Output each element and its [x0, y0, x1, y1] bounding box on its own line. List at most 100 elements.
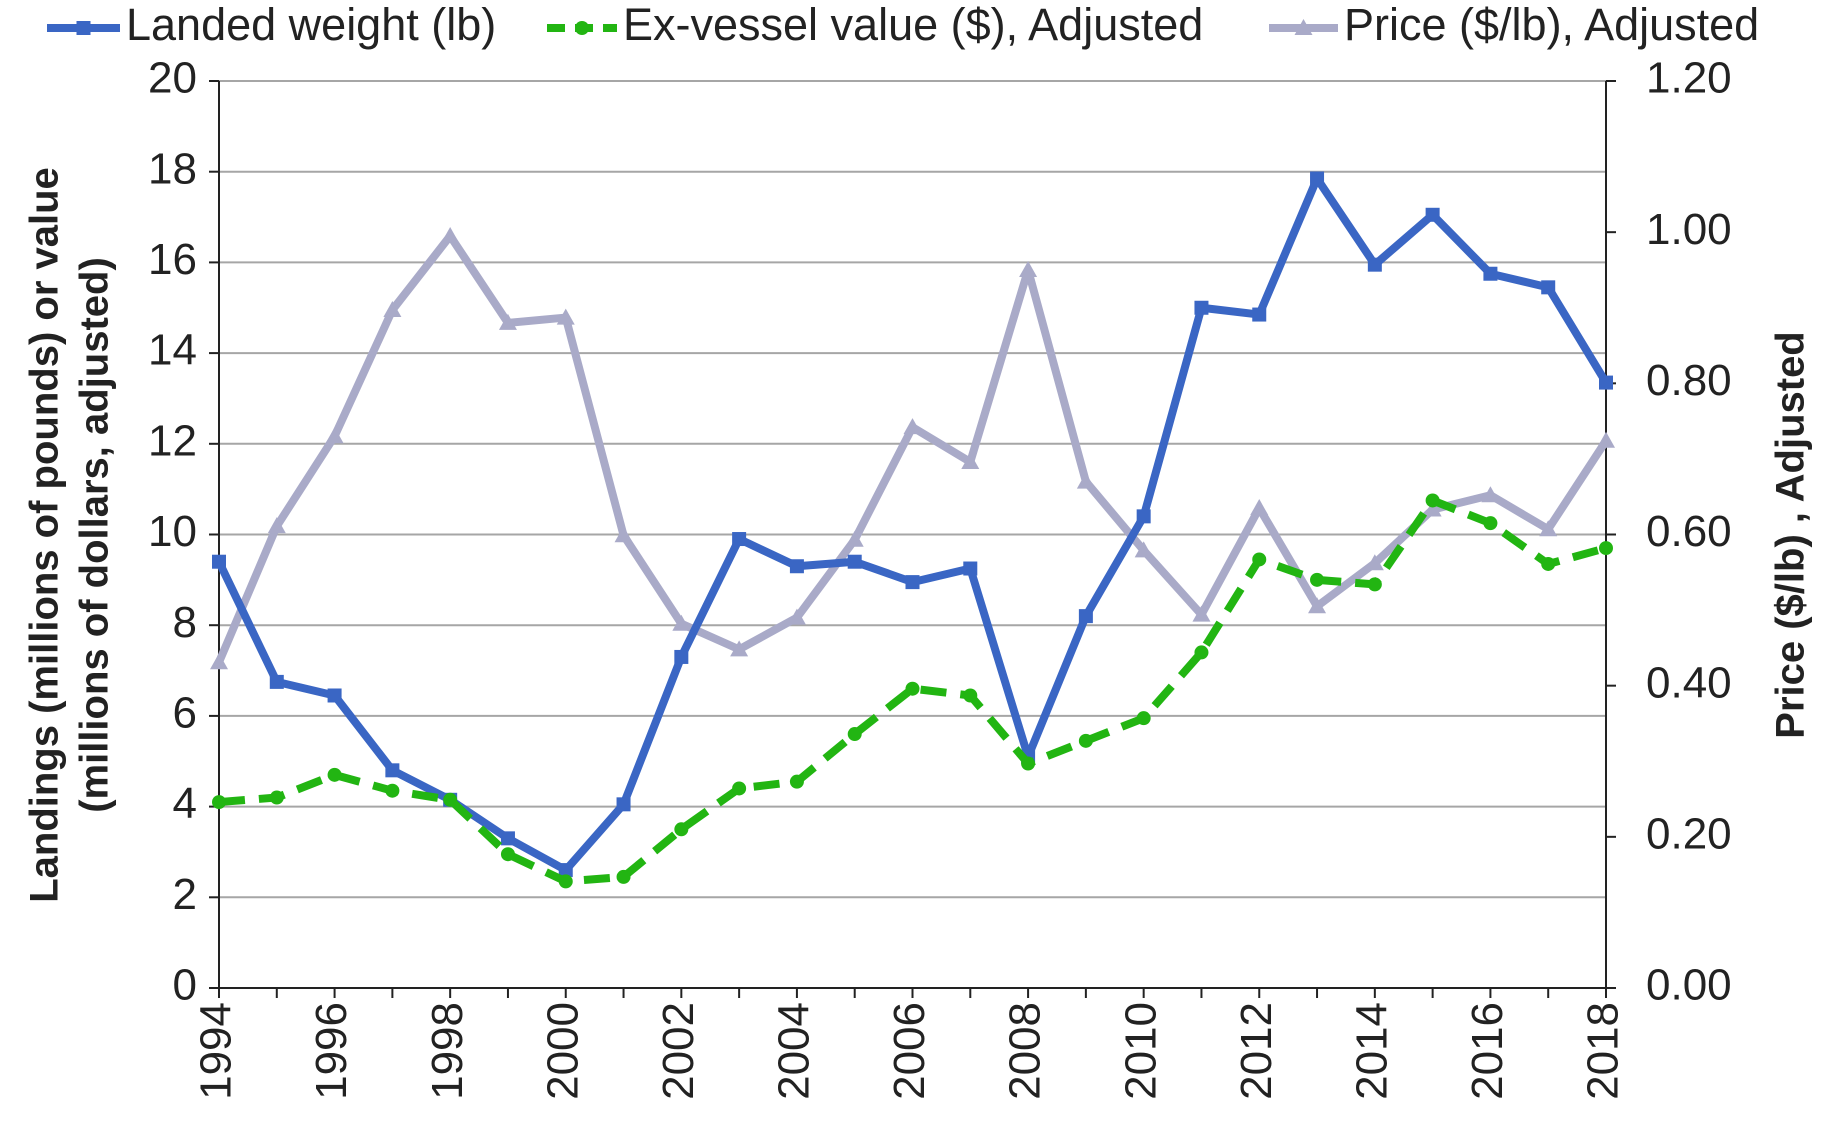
marker: [614, 526, 633, 543]
y-tick-label: 2: [173, 870, 197, 919]
marker: [674, 822, 689, 837]
marker: [1365, 554, 1384, 571]
marker: [1076, 472, 1095, 489]
marker: [1136, 711, 1151, 726]
marker: [1599, 541, 1613, 556]
marker: [905, 575, 920, 590]
series-line: [215, 174, 1610, 875]
marker: [616, 797, 631, 812]
legend-label: Price ($/lb), Adjusted: [1344, 0, 1759, 50]
marker: [1425, 207, 1440, 222]
marker: [963, 688, 978, 703]
marker: [1134, 541, 1153, 558]
marker: [269, 790, 284, 805]
y-axis-label: Landings (millions of pounds) or value: [23, 167, 67, 903]
y2-tick-label: 0.40: [1646, 658, 1732, 707]
marker: [1192, 605, 1211, 622]
legend-label: Ex-vessel value ($), Adjusted: [623, 0, 1203, 50]
marker: [1310, 171, 1325, 186]
marker: [1481, 486, 1500, 503]
marker: [672, 614, 691, 631]
x-tick-label: 2018: [1579, 1002, 1628, 1100]
marker: [789, 774, 804, 789]
x-tick-label: 2004: [770, 1002, 819, 1100]
marker: [1078, 609, 1093, 624]
marker: [327, 767, 342, 782]
y-tick-label: 8: [173, 598, 197, 647]
marker: [1019, 260, 1038, 277]
marker: [1539, 520, 1558, 537]
marker: [1423, 500, 1442, 517]
y2-tick-label: 1.00: [1646, 205, 1732, 254]
marker: [961, 452, 980, 469]
marker: [498, 313, 517, 330]
marker: [1597, 431, 1615, 448]
marker: [1483, 266, 1498, 281]
marker: [556, 308, 575, 325]
marker: [1367, 257, 1382, 272]
marker: [500, 831, 515, 846]
y-tick-label: 16: [148, 235, 197, 284]
marker: [1078, 733, 1093, 748]
marker: [327, 688, 342, 703]
y-axis-label: (millions of dollars, adjusted): [73, 257, 117, 813]
y2-tick-label: 0.80: [1646, 356, 1732, 405]
legend-marker: [1294, 19, 1313, 35]
marker: [267, 517, 286, 534]
marker: [210, 653, 228, 670]
y-tick-label: 12: [148, 416, 197, 465]
y2-tick-label: 1.20: [1646, 54, 1732, 103]
marker: [1194, 300, 1209, 315]
marker: [789, 559, 804, 574]
marker: [1541, 556, 1556, 571]
x-tick-label: 2014: [1347, 1002, 1396, 1100]
marker: [1541, 280, 1556, 295]
marker: [1425, 493, 1440, 508]
x-tick-label: 2002: [654, 1002, 703, 1100]
x-tick-label: 2006: [885, 1002, 934, 1100]
marker: [1194, 645, 1209, 660]
marker: [269, 674, 284, 689]
marker: [616, 869, 631, 884]
x-tick-label: 2008: [1001, 1002, 1050, 1100]
y-tick-label: 10: [148, 507, 197, 556]
marker: [963, 561, 978, 576]
x-tick-label: 2010: [1116, 1002, 1165, 1100]
marker: [1308, 597, 1327, 614]
marker: [1483, 516, 1498, 531]
marker: [845, 530, 864, 547]
y2-tick-label: 0.20: [1646, 809, 1732, 858]
marker: [905, 681, 920, 696]
y-tick-label: 14: [148, 326, 197, 375]
marker: [1252, 307, 1267, 322]
marker: [558, 874, 573, 889]
marker: [732, 781, 747, 796]
y-tick-label: 4: [173, 779, 197, 828]
legend-marker: [76, 21, 91, 35]
marker: [732, 532, 747, 547]
series-line: [215, 231, 1610, 664]
y2-axis-label: Price ($/lb) , Adjusted: [1769, 331, 1813, 738]
marker: [212, 554, 226, 569]
y-tick-label: 18: [148, 144, 197, 193]
marker: [500, 847, 515, 862]
marker: [847, 554, 862, 569]
x-tick-label: 2016: [1463, 1002, 1512, 1100]
y-tick-label: 0: [173, 961, 197, 1010]
marker: [1599, 375, 1613, 390]
marker: [383, 301, 402, 318]
y2-tick-label: 0.60: [1646, 507, 1732, 556]
marker: [325, 427, 344, 444]
marker: [1367, 577, 1382, 592]
x-tick-label: 2000: [538, 1002, 587, 1100]
x-tick-label: 2012: [1232, 1002, 1281, 1100]
marker: [385, 783, 400, 798]
marker: [903, 418, 922, 435]
marker: [674, 649, 689, 664]
legend-marker: [575, 21, 589, 35]
marker: [1252, 552, 1267, 567]
marker: [1250, 499, 1269, 516]
legend-label: Landed weight (lb): [126, 0, 496, 50]
marker: [1310, 572, 1325, 587]
